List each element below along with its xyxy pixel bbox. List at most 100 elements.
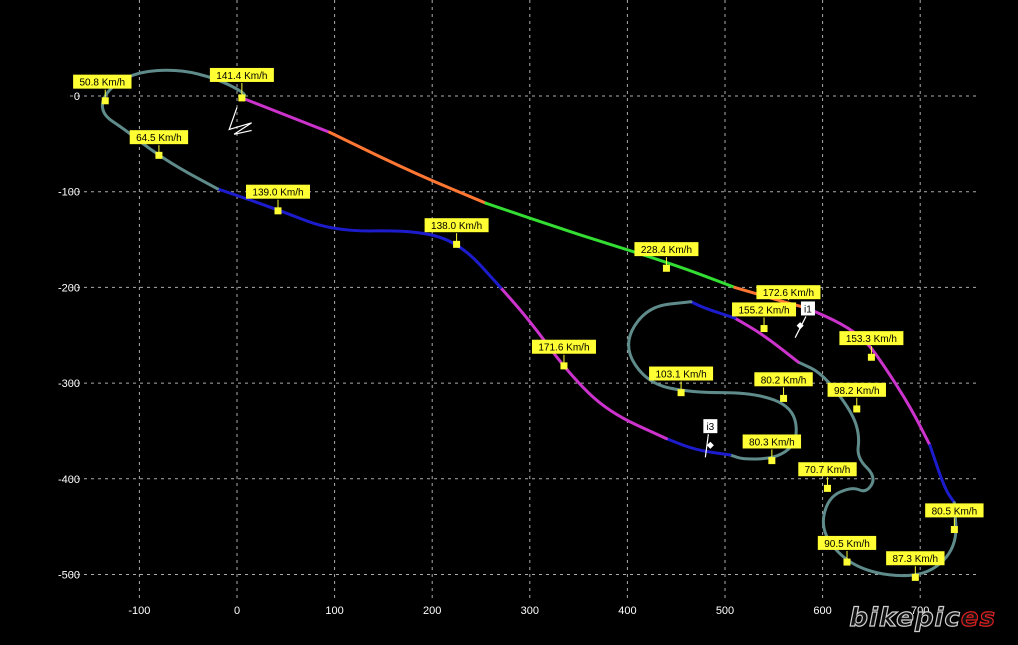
speed-label-box — [209, 67, 274, 82]
y-tick-label: -200 — [58, 282, 80, 294]
speed-label-text: 153.3 Km/h — [846, 334, 897, 345]
speed-label-box — [129, 130, 189, 145]
x-tick-label: 700 — [911, 605, 929, 617]
track-segment — [796, 360, 958, 578]
x-tick-label: 100 — [325, 605, 343, 617]
x-tick-label: 600 — [813, 605, 831, 617]
speed-label-text: 172.6 Km/h — [763, 288, 814, 299]
section-marker-dot — [706, 441, 714, 449]
speed-label: 155.2 Km/h — [732, 302, 797, 333]
axis-ticks: -100 0 100 200 300 400 500 600 700 0 -100 -200 -300 -… — [58, 91, 929, 617]
speed-labels: 50.8 Km/h 141.4 Km/h 64.5 Km/h 139.0 Km/h 13… — [73, 67, 984, 581]
speed-label-text: 98.2 Km/h — [834, 386, 880, 397]
speed-label-marker — [780, 394, 788, 402]
track-segment — [499, 285, 668, 441]
grid — [70, 0, 980, 600]
bikepics-logo: bikepices — [849, 602, 996, 633]
speed-label-text: 139.0 Km/h — [252, 188, 303, 199]
speed-label-marker — [867, 353, 875, 361]
track-segment — [627, 300, 798, 461]
track-segment — [215, 187, 503, 289]
x-tick-label: 0 — [234, 605, 240, 617]
section-marker-box — [703, 419, 718, 434]
section-marker-text: i3 — [706, 422, 714, 433]
speed-label: 80.2 Km/h — [754, 372, 813, 402]
speed-label: 80.5 Km/h — [925, 503, 984, 534]
track-segment — [664, 437, 732, 457]
speed-label: 172.6 Km/h — [756, 285, 821, 301]
track-segment — [484, 201, 737, 289]
speed-label: 141.4 Km/h — [209, 67, 274, 102]
speed-label-marker — [843, 558, 851, 566]
start-finish-marker — [228, 107, 252, 135]
speed-label-text: 103.1 Km/h — [656, 370, 707, 381]
speed-label-box — [732, 302, 797, 317]
speed-label: 139.0 Km/h — [245, 184, 310, 215]
speed-label-marker — [823, 484, 831, 492]
section-marker-stem — [704, 434, 709, 458]
speed-label-marker — [950, 526, 958, 534]
y-tick-label: -100 — [58, 187, 80, 199]
speed-label-box — [649, 366, 714, 381]
speed-label-marker — [155, 151, 163, 159]
speed-label: 103.1 Km/h — [649, 366, 714, 397]
speed-label-text: 80.3 Km/h — [749, 437, 795, 448]
speed-label-box — [827, 382, 886, 397]
y-tick-label: -300 — [58, 378, 80, 390]
track-segment — [733, 316, 800, 364]
speed-label-marker — [274, 207, 282, 215]
speed-label-box — [756, 285, 821, 300]
speed-label-text: 171.6 Km/h — [538, 343, 589, 354]
track-segment — [240, 96, 332, 134]
speed-label-box — [754, 372, 813, 387]
section-marker: i3 — [703, 419, 718, 458]
speed-label-box — [424, 218, 489, 233]
speed-label-text: 80.2 Km/h — [761, 375, 807, 386]
x-tick-label: 400 — [618, 605, 636, 617]
speed-label: 153.3 Km/h — [839, 331, 904, 361]
speed-label-text: 64.5 Km/h — [136, 133, 182, 144]
section-marker-box — [800, 301, 815, 316]
track-segment — [928, 443, 956, 505]
speed-label-text: 50.8 Km/h — [80, 78, 126, 89]
speed-label-text: 87.3 Km/h — [893, 554, 939, 565]
speed-label-text: 70.7 Km/h — [805, 465, 851, 476]
section-marker-dot — [796, 322, 804, 330]
speed-label-box — [742, 434, 802, 449]
speed-label-box — [73, 74, 132, 89]
speed-label: 87.3 Km/h — [886, 551, 945, 581]
speed-label-box — [245, 184, 310, 199]
speed-label-box — [817, 535, 877, 550]
speed-label-marker — [101, 97, 109, 105]
track-segment — [806, 306, 932, 447]
speed-label: 90.5 Km/h — [817, 535, 877, 566]
speed-label-box — [531, 339, 596, 354]
track-path — [100, 68, 958, 578]
speed-label: 171.6 Km/h — [531, 339, 596, 370]
speed-label-box — [886, 551, 945, 566]
y-tick-label: -400 — [58, 474, 80, 486]
speed-label: 64.5 Km/h — [129, 130, 189, 159]
track-segment — [689, 300, 737, 320]
speed-label: 70.7 Km/h — [798, 462, 857, 492]
speed-label-marker — [238, 94, 246, 102]
speed-label-text: 90.5 Km/h — [824, 539, 870, 550]
speed-label-box — [925, 503, 984, 518]
x-tick-label: 300 — [521, 605, 539, 617]
speed-label-marker — [768, 457, 776, 465]
speed-label-marker — [760, 325, 768, 333]
speed-label-box — [839, 331, 904, 346]
speed-label-text: 228.4 Km/h — [641, 245, 692, 256]
x-tick-label: -100 — [128, 605, 150, 617]
speed-label: 50.8 Km/h — [73, 74, 132, 105]
speed-label-box — [798, 462, 857, 477]
speed-label: 80.3 Km/h — [742, 434, 802, 465]
speed-label: 98.2 Km/h — [827, 382, 886, 413]
speed-label-marker — [560, 362, 568, 370]
speed-label-box — [634, 242, 699, 257]
x-tick-label: 500 — [716, 605, 734, 617]
section-marker-text: i1 — [804, 304, 812, 315]
speed-label-text: 155.2 Km/h — [738, 305, 789, 316]
y-tick-label: -500 — [58, 570, 80, 582]
y-tick-label: 0 — [74, 91, 80, 103]
